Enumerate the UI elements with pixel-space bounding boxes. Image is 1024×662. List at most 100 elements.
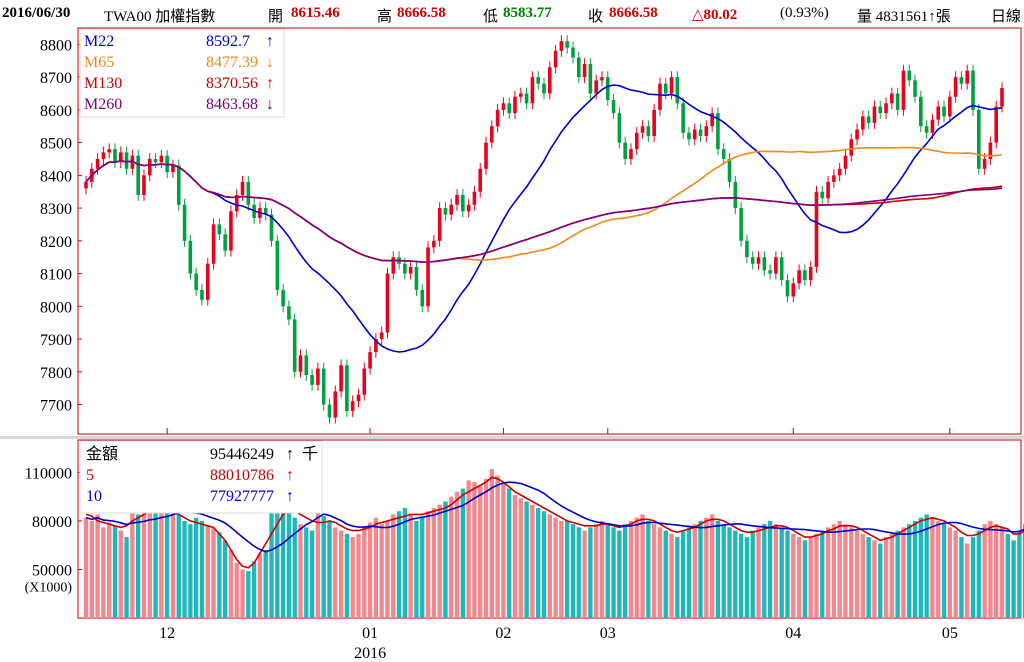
volume-bar-down [744, 537, 750, 618]
volume-bar-down [164, 512, 170, 618]
candle-up [843, 155, 848, 169]
volume-legend-name: 金額 [86, 445, 118, 463]
candle-up [872, 106, 877, 123]
volume-bar-up [947, 527, 952, 618]
candle-up [240, 181, 245, 195]
volume-bar-down [292, 517, 297, 618]
candle-up [756, 257, 761, 264]
candle-down [524, 93, 529, 104]
volume-bar-down [779, 527, 784, 618]
price-legend-name: M22 [84, 33, 114, 50]
candle-up [495, 109, 500, 127]
volume-legend-arrow: ↑ [286, 446, 294, 463]
candle-down [321, 368, 326, 405]
volume-bar-down [622, 524, 628, 618]
header-symbol: TWA00 加權指數 [104, 9, 216, 25]
price-tick-label: 7700 [40, 398, 72, 415]
header-open-value: 8615.46 [291, 5, 340, 21]
volume-bar-up [89, 520, 94, 618]
candle-down [246, 181, 251, 205]
volume-bar-down [565, 520, 570, 618]
candle-up [455, 194, 459, 205]
ma260-line [85, 159, 1003, 264]
header-change-pct: (0.93%) [780, 5, 829, 21]
volume-bar-down [136, 514, 141, 618]
candle-down [200, 289, 204, 300]
candle-up [548, 67, 552, 94]
candle-down [611, 100, 616, 114]
candle-up [797, 270, 801, 284]
volume-bar-down [907, 524, 912, 618]
candle-up [553, 50, 558, 68]
volume-bar-up [379, 524, 384, 618]
price-legend-arrow: ↓ [266, 96, 274, 113]
volume-bar-down [275, 501, 280, 618]
volume-bar-up [837, 520, 842, 618]
volume-bar-down [321, 516, 326, 618]
candle-up [826, 181, 830, 199]
volume-bar-down [767, 520, 773, 618]
candle-down [977, 109, 981, 169]
volume-tick-label: 80000 [32, 514, 72, 531]
month-label: 05 [942, 625, 958, 642]
volume-bar-down [414, 520, 419, 618]
candle-down [675, 77, 680, 104]
volume-bar-up [205, 525, 210, 618]
candle-down [866, 116, 871, 123]
candle-down [124, 152, 129, 169]
volume-ma5-line [85, 476, 1024, 569]
price-tick-label: 8700 [40, 70, 72, 87]
candle-down [571, 47, 575, 58]
header-date: 2016/06/30 [2, 5, 71, 21]
volume-bar-down [588, 527, 593, 618]
volume-bar-up [704, 517, 709, 618]
candle-down [617, 113, 622, 143]
volume-bar-down [959, 537, 964, 618]
candle-down [420, 289, 425, 307]
volume-bar-down [680, 530, 686, 618]
candle-up [472, 191, 477, 205]
candle-up [211, 224, 216, 264]
candle-up [385, 273, 390, 333]
candle-down [785, 280, 790, 297]
price-legend-box [79, 28, 285, 118]
volume-bar-down [460, 488, 466, 618]
candle-up [159, 155, 164, 163]
candle-down [269, 214, 274, 241]
volume-bar-up [315, 512, 321, 618]
price-legend-value: 8370.56 [206, 75, 258, 92]
volume-legend-value: 95446249 [210, 446, 274, 463]
candle-up [530, 77, 535, 104]
price-legend-arrow: ↓ [266, 54, 274, 71]
volume-bar-up [831, 524, 837, 618]
volume-bar-down [443, 501, 448, 618]
candle-down [188, 240, 193, 274]
candle-down [281, 289, 285, 307]
candle-down [687, 132, 691, 140]
volume-bar-up [808, 537, 813, 618]
volume-bar-down [199, 520, 205, 618]
volume-bar-up [814, 533, 819, 618]
volume-bar-down [222, 540, 228, 618]
volume-bar-down [727, 527, 732, 618]
month-label: 12 [159, 625, 175, 642]
candle-up [118, 152, 123, 163]
volume-bar-up [953, 530, 958, 618]
volume-legend-arrow: ↑ [286, 467, 294, 484]
volume-legend-arrow: ↑ [286, 488, 294, 505]
candle-up [316, 368, 320, 385]
volume-bar-up [95, 514, 100, 618]
candle-down [733, 181, 738, 209]
volume-bar-up [228, 550, 234, 618]
candle-up [692, 129, 697, 140]
volume-bar-up [796, 537, 802, 618]
candle-up [130, 155, 135, 169]
volume-bar-up [594, 524, 599, 618]
candle-down [588, 64, 593, 94]
candle-down [275, 240, 280, 290]
candle-up [234, 194, 239, 212]
volume-bar-down [750, 530, 755, 618]
candle-down [623, 142, 627, 159]
volume-bar-up [825, 527, 831, 618]
volume-bar-up [373, 517, 379, 618]
